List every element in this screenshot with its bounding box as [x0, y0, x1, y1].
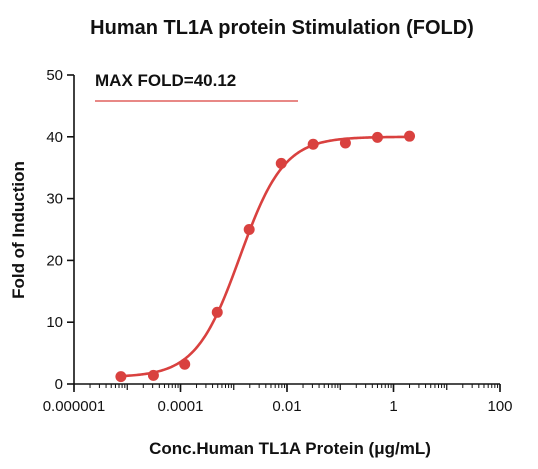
x-tick-label: 1 — [389, 398, 397, 415]
data-point — [115, 371, 127, 383]
chart-title: Human TL1A protein Stimulation (FOLD) — [90, 17, 474, 39]
fit-curve — [120, 135, 410, 378]
fit-curve-layer — [120, 135, 410, 378]
x-tick-label: 0.000001 — [43, 398, 106, 415]
y-tick-label: 40 — [46, 129, 63, 146]
data-point — [211, 306, 223, 318]
data-point — [371, 131, 383, 143]
x-axis-title: Conc.Human TL1A Protein (μg/mL) — [149, 439, 431, 458]
y-tick-label: 20 — [46, 252, 63, 269]
x-tick-label: 0.0001 — [158, 398, 204, 415]
data-point — [339, 137, 351, 149]
max-fold-annotation: MAX FOLD=40.12 — [95, 71, 236, 90]
data-point — [147, 369, 159, 381]
y-tick-label: 10 — [46, 314, 63, 331]
data-point — [275, 157, 287, 169]
y-tick-label: 0 — [55, 376, 63, 393]
y-tick-label: 30 — [46, 191, 63, 208]
axes: 0 10 20 30 40 50 0.000001 0.0001 0.01 1 100 — [43, 67, 513, 415]
data-point — [179, 358, 191, 370]
x-tick-label: 100 — [487, 398, 512, 415]
data-point — [404, 130, 416, 142]
y-axis-title: Fold of Induction — [9, 161, 28, 299]
data-points — [115, 130, 416, 383]
y-tick-label: 50 — [46, 67, 63, 84]
x-tick-label: 0.01 — [272, 398, 301, 415]
data-point — [307, 138, 319, 150]
data-point — [243, 224, 255, 235]
